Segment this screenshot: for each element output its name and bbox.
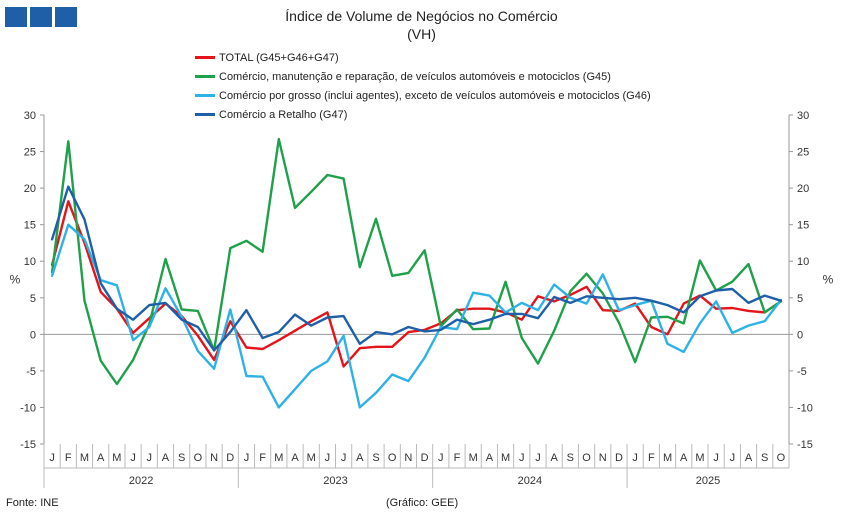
legend-swatch [195, 75, 215, 78]
series-line [50, 200, 783, 368]
x-tick-label: F [648, 452, 655, 464]
x-tick-label: M [695, 452, 704, 464]
ine-logo-block-icon [5, 7, 27, 27]
y-tick-label: -15 [20, 439, 36, 451]
y-tick-label: 15 [24, 220, 36, 232]
ine-logo-block-icon [55, 7, 77, 27]
y-tick-label: 30 [24, 110, 36, 122]
y-tick-label-right: -5 [797, 366, 807, 378]
y-tick-label-right: 25 [797, 147, 809, 159]
y-axis-label-right: % [823, 273, 834, 287]
y-tick-label-right: 0 [797, 329, 803, 341]
legend-item: Comércio, manutenção e reparação, de veí… [195, 67, 651, 86]
x-tick-label: A [162, 452, 170, 464]
chart-credit: (Gráfico: GEE) [386, 497, 459, 509]
y-tick-label-right: 30 [797, 110, 809, 122]
x-tick-label: D [226, 452, 234, 464]
x-tick-label: A [97, 452, 105, 464]
x-tick-label: S [178, 452, 185, 464]
legend-label: Comércio a Retalho (G47) [219, 108, 348, 121]
legend-swatch [195, 56, 215, 59]
legend-label: TOTAL (G45+G46+G47) [219, 51, 339, 64]
x-tick-label: D [421, 452, 429, 464]
legend-label: Comércio por grosso (inclui agentes), ex… [219, 89, 651, 102]
y-tick-label-right: -10 [797, 402, 813, 414]
x-tick-label: J [438, 452, 444, 464]
legend-item: Comércio a Retalho (G47) [195, 105, 651, 124]
y-tick-label: 25 [24, 147, 36, 159]
y-tick-label: 5 [30, 293, 36, 305]
legend-swatch [195, 113, 215, 116]
x-tick-label: O [582, 452, 591, 464]
chart-title: Índice de Volume de Negócios no Comércio [285, 8, 558, 24]
y-tick-label: -10 [20, 402, 36, 414]
legend-label: Comércio, manutenção e reparação, de veí… [219, 70, 611, 83]
x-tick-label: O [388, 452, 397, 464]
x-tick-label: M [80, 452, 89, 464]
legend-item: Comércio por grosso (inclui agentes), ex… [195, 86, 651, 105]
chart-legend: TOTAL (G45+G46+G47) Comércio, manutenção… [195, 48, 651, 124]
series-line [50, 185, 783, 352]
x-tick-label: O [194, 452, 203, 464]
x-tick-label: M [663, 452, 672, 464]
x-year-label: 2023 [323, 475, 347, 487]
y-tick-label-right: -15 [797, 439, 813, 451]
legend-swatch [195, 94, 215, 97]
x-tick-label: J [49, 452, 55, 464]
x-tick-label: J [244, 452, 250, 464]
x-tick-label: J [147, 452, 153, 464]
x-tick-label: J [632, 452, 638, 464]
legend-item: TOTAL (G45+G46+G47) [195, 48, 651, 67]
x-tick-label: J [713, 452, 719, 464]
x-tick-label: N [210, 452, 218, 464]
x-tick-label: A [486, 452, 494, 464]
x-tick-label: S [372, 452, 379, 464]
y-tick-label-right: 15 [797, 220, 809, 232]
y-tick-label: -5 [26, 366, 36, 378]
x-tick-label: F [259, 452, 266, 464]
chart-subtitle: (VH) [407, 26, 436, 42]
y-tick-label: 20 [24, 183, 36, 195]
x-tick-label: A [291, 452, 299, 464]
y-tick-label-right: 10 [797, 256, 809, 268]
series-line [50, 223, 783, 409]
x-tick-label: M [501, 452, 510, 464]
x-tick-label: J [325, 452, 331, 464]
x-tick-label: A [680, 452, 688, 464]
x-tick-label: F [454, 452, 461, 464]
x-tick-label: A [550, 452, 558, 464]
x-year-label: 2022 [129, 475, 153, 487]
x-tick-label: F [65, 452, 72, 464]
x-tick-label: M [469, 452, 478, 464]
x-tick-label: D [615, 452, 623, 464]
x-tick-label: S [567, 452, 574, 464]
x-tick-label: O [777, 452, 786, 464]
x-tick-label: M [274, 452, 283, 464]
x-tick-label: N [404, 452, 412, 464]
y-tick-label: 10 [24, 256, 36, 268]
x-tick-label: J [341, 452, 347, 464]
y-tick-label-right: 5 [797, 293, 803, 305]
x-tick-label: S [761, 452, 768, 464]
series-line [50, 137, 783, 386]
x-year-label: 2025 [696, 475, 720, 487]
x-tick-label: M [307, 452, 316, 464]
x-tick-label: J [130, 452, 136, 464]
source-note: Fonte: INE [6, 497, 59, 509]
x-tick-label: J [535, 452, 541, 464]
x-tick-label: J [730, 452, 736, 464]
x-tick-label: A [745, 452, 753, 464]
ine-logo-block-icon [30, 7, 52, 27]
x-tick-label: M [112, 452, 121, 464]
y-axis-label: % [10, 273, 21, 287]
x-tick-label: N [599, 452, 607, 464]
x-year-label: 2024 [518, 475, 542, 487]
y-tick-label-right: 20 [797, 183, 809, 195]
y-tick-label: 0 [30, 329, 36, 341]
x-tick-label: A [356, 452, 364, 464]
x-tick-label: J [519, 452, 525, 464]
